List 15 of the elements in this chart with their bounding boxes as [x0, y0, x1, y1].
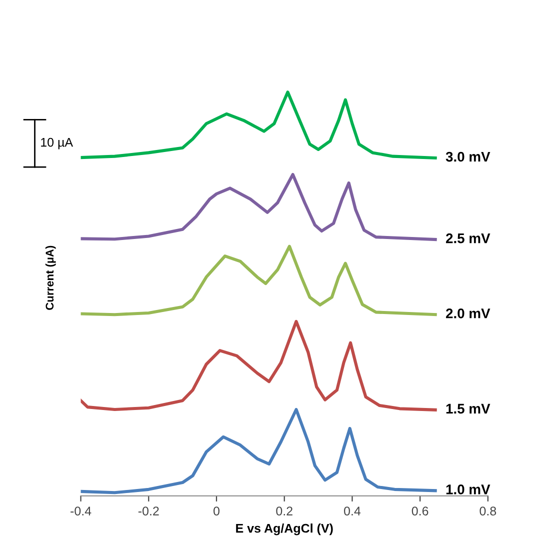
- x-tick-label: 0: [214, 506, 220, 516]
- x-axis-title: E vs Ag/AgCl (V): [236, 524, 333, 536]
- series-label: 2.5 mV: [446, 233, 490, 244]
- series-label: 1.5 mV: [446, 404, 490, 414]
- x-tick-label: 0.2: [276, 506, 292, 516]
- y-axis-title: Current (µA): [45, 246, 56, 310]
- x-tick-label: -0.4: [70, 506, 92, 516]
- x-tick-label: -0.2: [138, 506, 159, 516]
- series-label: 1.0 mV: [446, 484, 490, 494]
- text: 10 µA: [41, 138, 74, 150]
- x-tick-label: 0.8: [480, 506, 496, 516]
- series-label: 2.0 mV: [446, 308, 490, 318]
- series-label: 3.0 mV: [446, 152, 490, 162]
- x-tick-label: 0.6: [412, 506, 428, 516]
- x-tick-label: 0.4: [344, 506, 361, 516]
